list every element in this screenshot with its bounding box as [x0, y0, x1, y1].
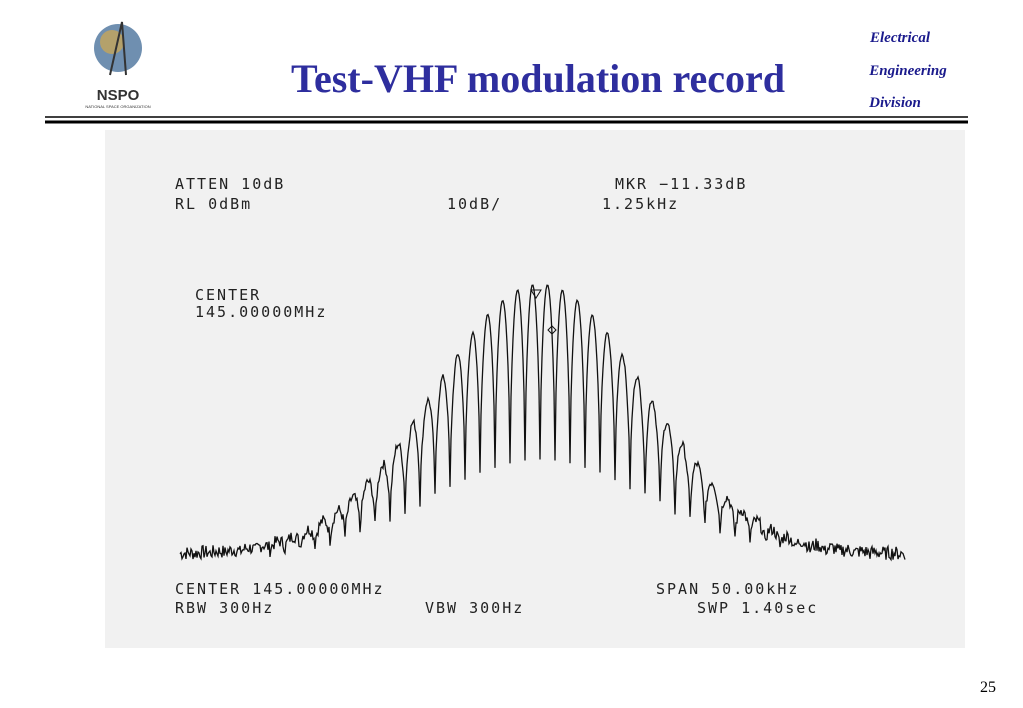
- printout-text: SWP 1.40sec: [697, 599, 818, 617]
- spectrum-trace: [179, 284, 906, 562]
- logo-text: NSPO: [97, 87, 140, 104]
- logo: NSPO NATIONAL SPACE ORGANIZATION: [85, 21, 151, 109]
- logo-rocket: [109, 21, 127, 76]
- printout-text: 10dB/: [447, 195, 502, 213]
- printout-text: 1.25kHz: [602, 195, 679, 213]
- division-line: Engineering: [868, 63, 947, 79]
- printout-text: CENTER 145.00000MHz: [175, 580, 385, 598]
- printout: [105, 130, 965, 648]
- printout-text: MKR −11.33dB: [615, 175, 747, 193]
- marker-symbol: [547, 325, 557, 335]
- printout-text: 145.00000MHz: [195, 303, 327, 321]
- logo-highlight: [100, 30, 124, 54]
- division-line: Electrical: [869, 30, 931, 46]
- logo-subtext: NATIONAL SPACE ORGANIZATION: [85, 104, 150, 109]
- printout-text: RL 0dBm: [175, 195, 252, 213]
- division-line: Division: [868, 95, 921, 111]
- printout-text: SPAN 50.00kHz: [656, 580, 799, 598]
- printout-text: ATTEN 10dB: [175, 175, 285, 193]
- printout-text: CENTER: [195, 286, 261, 304]
- printout-text: VBW 300Hz: [425, 599, 524, 617]
- printout-text: RBW 300Hz: [175, 599, 274, 617]
- slide-title: Test-VHF modulation record: [291, 56, 785, 101]
- marker-symbol: [530, 289, 542, 299]
- page-number: 25: [980, 679, 996, 696]
